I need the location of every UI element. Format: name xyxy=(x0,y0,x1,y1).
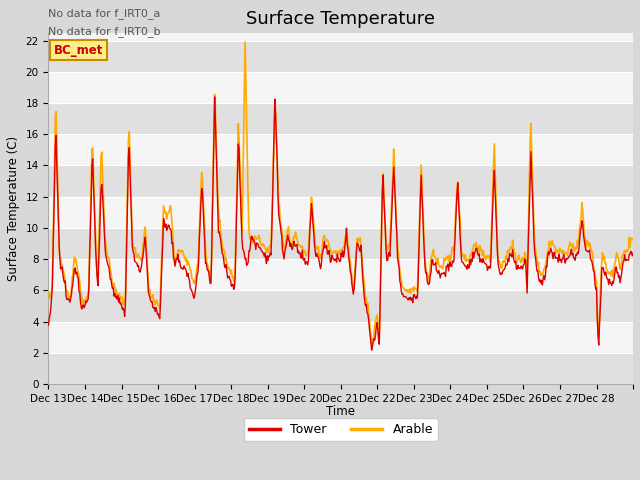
Tower xyxy=(273,134,280,140)
Legend: Tower, Arable: Tower, Arable xyxy=(244,418,438,441)
Text: BC_met: BC_met xyxy=(54,44,103,57)
Arable xyxy=(221,248,228,254)
Arable xyxy=(403,288,410,294)
Bar xyxy=(49,41,633,72)
Bar xyxy=(49,197,633,228)
Bar xyxy=(49,103,633,134)
X-axis label: Time: Time xyxy=(326,405,355,418)
Arable xyxy=(629,237,637,242)
Arable xyxy=(250,237,258,242)
Tower xyxy=(211,94,218,100)
Text: No data for f_IRT0_a: No data for f_IRT0_a xyxy=(49,8,161,19)
Arable xyxy=(45,289,52,295)
Tower xyxy=(403,295,410,301)
Arable xyxy=(368,341,376,347)
Tower xyxy=(368,347,376,353)
Arable xyxy=(113,293,121,299)
Tower xyxy=(113,296,121,302)
Bar xyxy=(49,290,633,322)
Arable xyxy=(273,132,280,138)
Title: Surface Temperature: Surface Temperature xyxy=(246,11,435,28)
Bar xyxy=(49,353,633,384)
Tower xyxy=(45,322,52,328)
Tower xyxy=(436,271,444,276)
Y-axis label: Surface Temperature (C): Surface Temperature (C) xyxy=(7,136,20,281)
Bar xyxy=(49,228,633,259)
Line: Tower: Tower xyxy=(49,97,633,350)
Bar xyxy=(49,259,633,290)
Arable xyxy=(436,264,444,270)
Arable xyxy=(241,39,249,45)
Bar xyxy=(49,134,633,166)
Text: No data for f_IRT0_b: No data for f_IRT0_b xyxy=(49,26,161,36)
Line: Arable: Arable xyxy=(49,42,633,344)
Tower xyxy=(629,250,637,256)
Tower xyxy=(221,265,229,271)
Bar xyxy=(49,72,633,103)
Bar xyxy=(49,322,633,353)
Bar xyxy=(49,166,633,197)
Tower xyxy=(250,238,258,244)
